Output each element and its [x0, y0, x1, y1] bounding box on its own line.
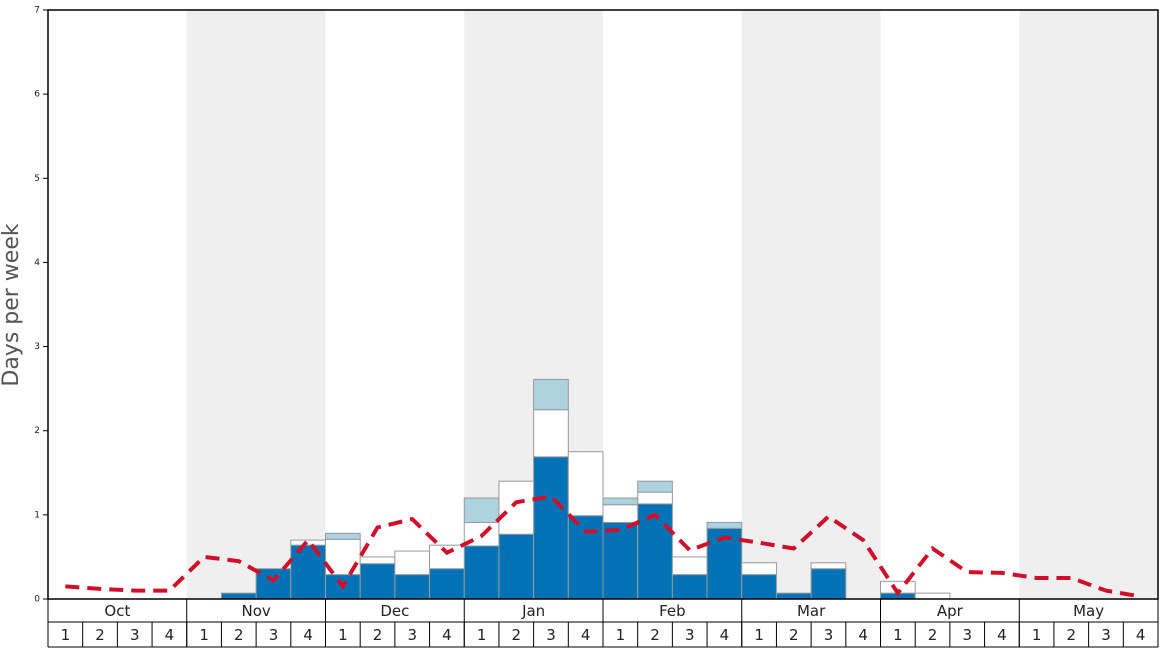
- y-tick-label: 1: [34, 510, 40, 520]
- bar-segment: [359, 556, 396, 565]
- month-band: [741, 10, 881, 599]
- week-label: 1: [1032, 626, 1042, 644]
- bar-segment: [602, 504, 639, 523]
- week-label: 4: [581, 626, 591, 644]
- bar-segment: [220, 592, 257, 600]
- week-label: 3: [962, 626, 972, 644]
- week-label: 2: [512, 626, 522, 644]
- bar-segment: [567, 451, 604, 517]
- month-label: Apr: [937, 602, 964, 620]
- week-label: 4: [165, 626, 175, 644]
- week-label: 2: [373, 626, 383, 644]
- bar-segment: [429, 544, 465, 570]
- bar-segment: [359, 563, 396, 600]
- bar-segment: [463, 545, 500, 600]
- bar-segment: [741, 574, 777, 600]
- bar-segment: [394, 550, 431, 576]
- month-label: Oct: [104, 602, 130, 620]
- bar-segment: [533, 409, 569, 458]
- week-label: 4: [442, 626, 452, 644]
- week-label: 1: [616, 626, 626, 644]
- bar-segment: [741, 562, 777, 576]
- month-label: Nov: [241, 602, 270, 620]
- week-label: 2: [928, 626, 938, 644]
- week-label: 3: [685, 626, 695, 644]
- bar-segment: [706, 521, 743, 529]
- week-label: 1: [754, 626, 764, 644]
- week-label: 2: [234, 626, 244, 644]
- bar-segment: [533, 456, 569, 600]
- bar-segment: [463, 497, 500, 523]
- bar-segment: [290, 539, 326, 546]
- bar-segment: [637, 480, 673, 493]
- y-tick-label: 7: [34, 6, 40, 16]
- bar-segment: [637, 503, 673, 600]
- bar-segment: [602, 521, 639, 600]
- week-label: 3: [130, 626, 140, 644]
- week-label: 3: [1101, 626, 1111, 644]
- week-label: 1: [338, 626, 348, 644]
- month-label: Feb: [659, 602, 686, 620]
- bar-segment: [325, 532, 361, 540]
- week-label: 1: [199, 626, 209, 644]
- week-label: 2: [95, 626, 105, 644]
- month-label: Mar: [797, 602, 826, 620]
- week-label: 2: [650, 626, 660, 644]
- bar-segment: [671, 556, 708, 576]
- bar-segment: [914, 592, 951, 600]
- bar-segment: [602, 497, 639, 506]
- week-label: 2: [1067, 626, 1077, 644]
- bar-segment: [429, 568, 465, 600]
- y-tick-label: 3: [34, 342, 40, 352]
- month-band: [186, 10, 326, 599]
- bar-segment: [637, 491, 673, 505]
- y-tick-label: 6: [34, 90, 40, 100]
- month-band: [1019, 10, 1158, 599]
- week-label: 4: [303, 626, 313, 644]
- week-label: 4: [1136, 626, 1146, 644]
- week-label: 4: [997, 626, 1007, 644]
- week-label: 3: [269, 626, 279, 644]
- bar-segment: [567, 515, 604, 600]
- month-label: May: [1073, 602, 1104, 620]
- month-label: Jan: [521, 602, 545, 620]
- bar-segment: [810, 568, 847, 600]
- bar-segment: [533, 378, 569, 411]
- y-tick-label: 0: [34, 595, 40, 605]
- week-label: 3: [824, 626, 834, 644]
- y-tick-label: 2: [34, 426, 40, 436]
- bar-segment: [255, 568, 292, 600]
- y-tick-label: 4: [34, 258, 40, 268]
- bar-segment: [394, 574, 431, 600]
- week-label: 2: [789, 626, 799, 644]
- bar-segment: [775, 592, 812, 600]
- week-label: 1: [61, 626, 71, 644]
- bar-segment: [498, 480, 535, 535]
- bar-segment: [498, 533, 535, 600]
- bar-segment: [810, 562, 847, 570]
- month-label: Dec: [380, 602, 409, 620]
- week-label: 4: [720, 626, 730, 644]
- week-label: 3: [407, 626, 417, 644]
- week-label: 3: [546, 626, 556, 644]
- y-tick-label: 5: [34, 174, 40, 184]
- week-label: 4: [858, 626, 868, 644]
- trend-line: [65, 494, 1141, 599]
- week-label: 1: [893, 626, 903, 644]
- week-label: 1: [477, 626, 487, 644]
- bar-segment: [671, 574, 708, 600]
- y-axis-title: Days per week: [0, 223, 24, 386]
